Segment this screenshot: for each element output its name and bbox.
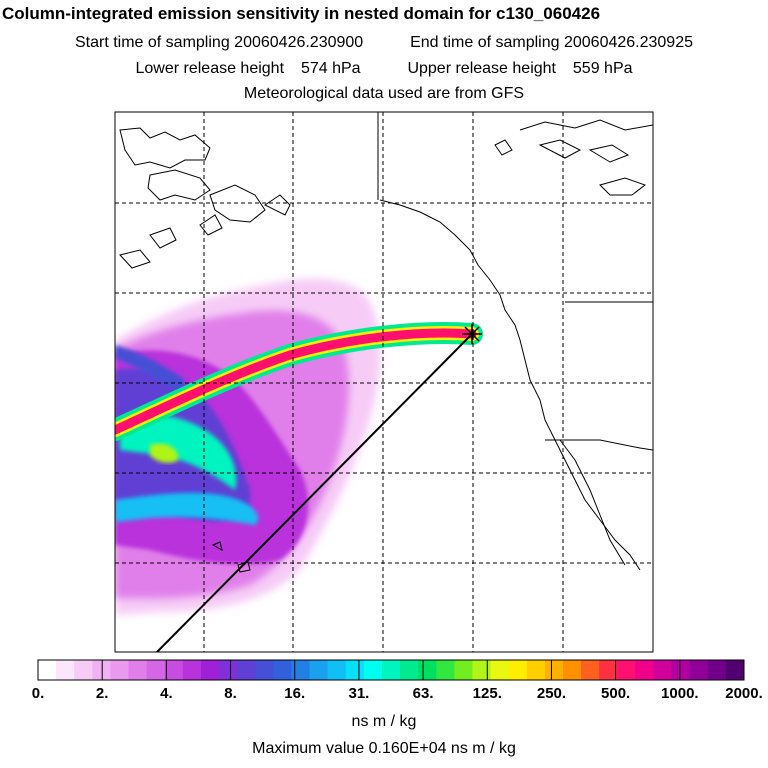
map-frame xyxy=(114,111,654,653)
end-label: End time of sampling xyxy=(410,34,560,51)
flight-track-line xyxy=(156,333,473,652)
plume-upper-band xyxy=(115,345,185,392)
colorbar-tick-label: 1000. xyxy=(661,685,699,702)
colorbar-tick-label: 4. xyxy=(160,685,173,702)
colorbar-tick-label: 31. xyxy=(348,685,370,702)
release-height-row: Lower release height 574 hPa Upper relea… xyxy=(0,60,768,78)
plume-arm-upper xyxy=(120,414,237,490)
colorbar-tick-label: 63. xyxy=(412,685,434,702)
colorbar-tick-label: 500. xyxy=(601,685,631,702)
end-value: 20060426.230925 xyxy=(563,34,693,51)
map-field xyxy=(115,112,653,652)
max-value-text: Maximum value 0.160E+04 ns m / kg xyxy=(252,740,516,757)
sampling-time-row: Start time of sampling 20060426.230900 E… xyxy=(0,34,768,52)
trajectory-ribbon-core xyxy=(115,328,477,435)
colorbar-tick-label: 0. xyxy=(31,685,45,702)
colorbar-tick-label: 8. xyxy=(224,685,237,702)
colorbar-tick-label: 16. xyxy=(284,685,306,702)
colorbar-units: ns m / kg xyxy=(351,713,417,730)
met-data-note: Meteorological data used are from GFS xyxy=(243,85,525,102)
start-value: 20060426.230900 xyxy=(234,34,364,51)
release-point-marker xyxy=(462,324,482,344)
colorbar-tick-label: 2. xyxy=(95,685,109,702)
lat-lon-grid xyxy=(115,112,653,652)
lower-value: 574 hPa xyxy=(300,60,361,77)
colorbar-tick-label: 250. xyxy=(536,685,567,702)
plot-title: Column-integrated emission sensitivity i… xyxy=(2,4,601,23)
colorbar-tick-label: 2000. xyxy=(725,685,763,702)
colorbar-tick-label: 125. xyxy=(472,685,502,702)
start-label: Start time of sampling xyxy=(74,34,230,51)
lower-label: Lower release height xyxy=(135,60,285,77)
borders xyxy=(377,112,653,451)
coastlines xyxy=(119,119,653,573)
upper-value: 559 hPa xyxy=(572,60,633,77)
plume-yellow-spot xyxy=(150,443,179,463)
upper-label: Upper release height xyxy=(407,60,556,77)
plume-arm-lower xyxy=(115,492,259,525)
